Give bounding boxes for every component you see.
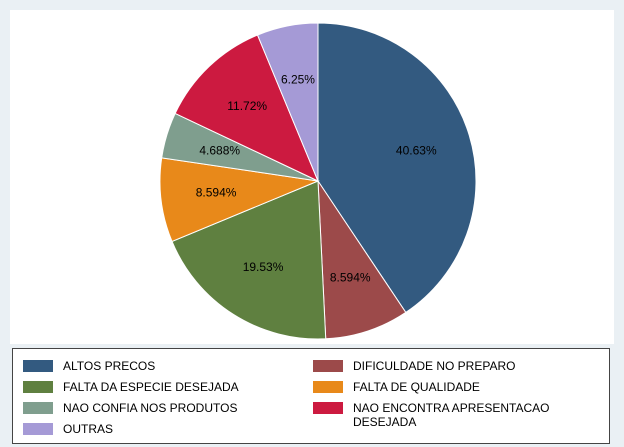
legend-label: DIFICULDADE NO PREPARO: [353, 359, 516, 373]
legend-label: NAO ENCONTRA APRESENTACAO DESEJADA: [353, 401, 550, 429]
legend-swatch: [313, 360, 343, 372]
legend-swatch: [23, 360, 53, 372]
legend-item: DIFICULDADE NO PREPARO: [313, 359, 573, 373]
slice-label: 8.594%: [196, 186, 237, 200]
legend-swatch: [23, 381, 53, 393]
pie-slice: [174, 34, 319, 183]
slice-label: 8.594%: [330, 271, 371, 285]
legend-swatch: [23, 402, 53, 414]
pie-slice: [159, 157, 320, 243]
slice-label: 4.688%: [199, 143, 240, 157]
legend-label: FALTA DA ESPECIE DESEJADA: [63, 380, 239, 394]
legend-swatch: [23, 423, 53, 435]
legend-item: NAO ENCONTRA APRESENTACAO DESEJADA: [313, 401, 573, 429]
slice-label: 40.63%: [396, 143, 437, 157]
legend-item: FALTA DA ESPECIE DESEJADA: [23, 380, 283, 394]
slice-label: 19.53%: [243, 260, 284, 274]
legend-label: ALTOS PRECOS: [63, 359, 156, 373]
legend-item: FALTA DE QUALIDADE: [313, 380, 573, 394]
legend-swatch: [313, 402, 343, 414]
legend-item: ALTOS PRECOS: [23, 359, 283, 373]
slice-label: 6.25%: [281, 72, 315, 86]
legend-item: NAO CONFIA NOS PRODUTOS: [23, 401, 283, 415]
pie-slice: [317, 179, 407, 340]
legend-swatch: [313, 381, 343, 393]
pie-slice: [171, 180, 327, 340]
legend-label: OUTRAS: [63, 422, 114, 436]
legend-label: FALTA DE QUALIDADE: [353, 380, 480, 394]
slice-label: 11.72%: [227, 99, 267, 113]
legend-label: NAO CONFIA NOS PRODUTOS: [63, 401, 238, 415]
legend-item: OUTRAS: [23, 422, 283, 436]
legend: ALTOS PRECOS DIFICULDADE NO PREPARO FALTA …: [12, 348, 610, 444]
pie-slice: [256, 22, 319, 182]
